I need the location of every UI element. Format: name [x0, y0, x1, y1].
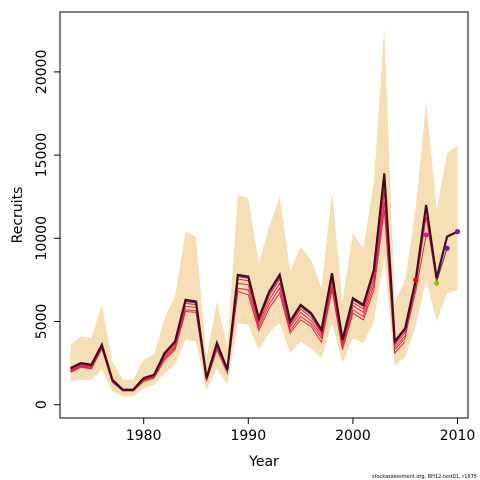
y-tick-label-0: 0 [34, 400, 50, 409]
end-point-2006 [413, 277, 419, 283]
end-point-2008 [434, 280, 440, 286]
recruits-line [69, 173, 459, 391]
series-layer [69, 173, 459, 392]
x-tick-label-2000: 2000 [335, 428, 371, 444]
y-tick-label-20000: 20000 [34, 50, 50, 95]
footnote: stockassessment.org, BH12-test01, r1675 [372, 474, 477, 480]
end-point-2007 [423, 232, 429, 238]
end-point-2010 [454, 229, 461, 235]
y-tick-label-10000: 10000 [34, 216, 50, 261]
x-tick-label-1990: 1990 [230, 428, 266, 444]
y-tick-label-5000: 5000 [34, 304, 50, 340]
y-axis: 0 5000 10000 15000 20000 [34, 50, 60, 409]
x-axis: 1980 1990 2000 2010 [126, 418, 475, 444]
x-axis-title: Year [248, 454, 279, 470]
x-tick-label-2010: 2010 [440, 428, 476, 444]
plot-frame [59, 11, 469, 419]
end-point-2009 [444, 245, 450, 251]
y-tick-label-15000: 15000 [34, 133, 50, 178]
y-axis-title: Recruits [10, 187, 26, 244]
x-tick-label-1980: 1980 [126, 428, 162, 444]
retro-line-5 [70, 209, 406, 392]
end-point-layer [413, 229, 461, 286]
